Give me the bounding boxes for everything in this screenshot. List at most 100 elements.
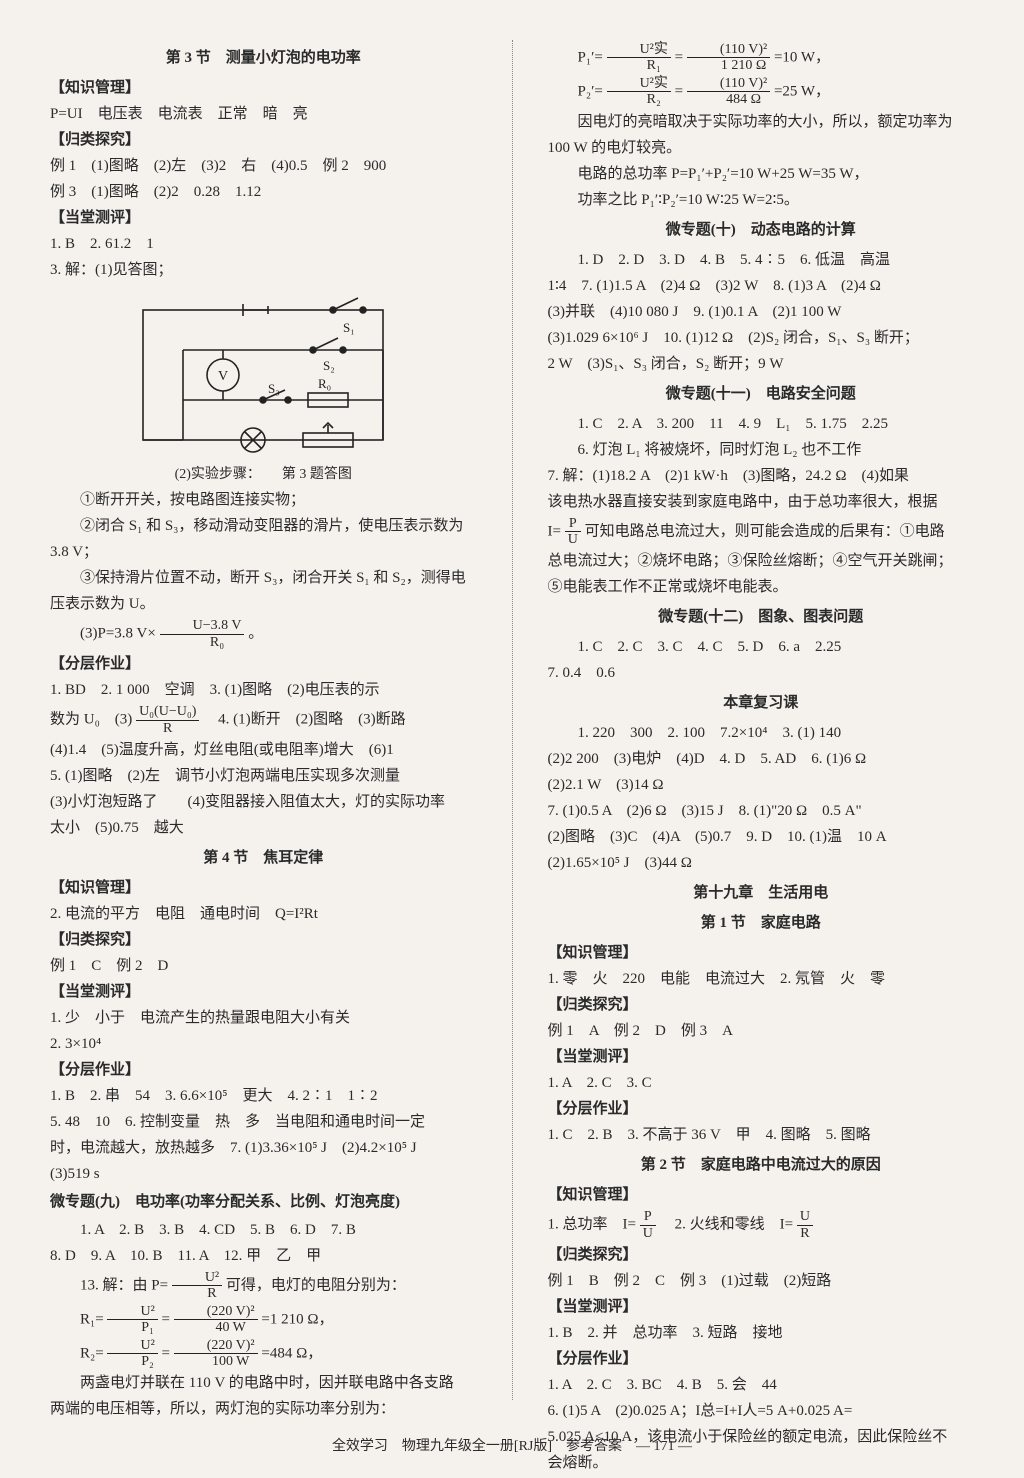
text: (4)1.4 (5)温度升高，灯丝电阻(或电阻率)增大 (6)1 — [50, 738, 477, 762]
text: 可得，电灯的电阻分别为： — [226, 1277, 406, 1293]
svg-text:S₂: S₂ — [323, 358, 335, 373]
denominator: 40 W — [174, 1320, 258, 1335]
wz11-title: 微专题(十一) 电路安全问题 — [548, 382, 975, 406]
text: 1. D 2. D 3. D 4. B 5. 4∶5 6. 低温 高温 — [548, 248, 975, 272]
text: 5. (1)图略 (2)左 调节小灯泡两端电压实现多次测量 — [50, 764, 477, 788]
text: 13. 解：由 P= — [80, 1277, 168, 1293]
text: 两盏电灯并联在 110 V 的电路中时，因并联电路中各支路 — [50, 1371, 477, 1395]
text: 8. D 9. A 10. B 11. A 12. 甲 乙 甲 — [50, 1244, 477, 1268]
text: 3. 解：(1)见答图； — [50, 258, 477, 282]
wz12-title: 微专题(十二) 图象、图表问题 — [548, 605, 975, 629]
numerator: U²实 — [607, 76, 671, 92]
text: 该电热水器直接安装到家庭电路中，由于总功率很大，根据 — [548, 490, 975, 514]
heading-fc: 【分层作业】 — [50, 652, 477, 676]
denominator: 484 Ω — [687, 92, 770, 107]
text: 4. (1)断开 (2)图略 (3)断路 — [203, 712, 405, 728]
text: 例 3 (1)图略 (2)2 0.28 1.12 — [50, 180, 477, 204]
text: (2)2.1 W (3)14 Ω — [548, 773, 975, 797]
wz9-title: 微专题(九) 电功率(功率分配关系、比例、灯泡亮度) — [50, 1190, 477, 1214]
text: 太小 (5)0.75 越大 — [50, 816, 477, 840]
svg-text:S₁: S₁ — [343, 320, 355, 335]
fraction: PU — [565, 516, 581, 548]
text: 例 1 B 例 2 C 例 3 (1)过载 (2)短路 — [548, 1269, 975, 1293]
column-divider — [512, 40, 513, 1400]
circuit-diagram: S₁ S₂ V S₃ R₀ — [123, 290, 403, 460]
denominator: R — [172, 1286, 222, 1301]
page-columns: 第 3 节 测量小灯泡的电功率 【知识管理】 P=UI 电压表 电流表 正常 暗… — [50, 40, 974, 1400]
text: 6. (1)5 A (2)0.025 A；I总=I+I人=5 A+0.025 A… — [548, 1399, 975, 1423]
fraction: (110 V)²1 210 Ω — [687, 42, 770, 74]
denominator: U — [565, 532, 581, 547]
denominator: R₀ — [160, 635, 245, 650]
text: (3)1.029 6×10⁶ J 10. (1)12 Ω (2)S₂ 闭合，S₁… — [548, 326, 975, 350]
text: 1. 总功率 I= — [548, 1217, 636, 1233]
text: P=UI 电压表 电流表 正常 暗 亮 — [50, 102, 477, 126]
text: 7. 0.4 0.6 — [548, 661, 975, 685]
text: 1. A 2. C 3. C — [548, 1071, 975, 1095]
numerator: (220 V)² — [174, 1338, 258, 1354]
text: 1∶4 7. (1)1.5 A (2)4 Ω (3)2 W 8. (1)3 A … — [548, 274, 975, 298]
formula-line: 13. 解：由 P= U²R 可得，电灯的电阻分别为： — [50, 1270, 477, 1302]
svg-text:R₀: R₀ — [318, 376, 331, 391]
numerator: U — [797, 1209, 813, 1225]
text: 7. 解：(1)18.2 A (2)1 kW·h (3)图略，24.2 Ω (4… — [548, 464, 975, 488]
formula-line: R₁= U²P₁ = (220 V)²40 W =1 210 Ω， — [50, 1304, 477, 1336]
heading-fc: 【分层作业】 — [548, 1347, 975, 1371]
text: 例 1 A 例 2 D 例 3 A — [548, 1019, 975, 1043]
text: 2. 火线和零线 I= — [660, 1217, 793, 1233]
text: 1. 220 300 2. 100 7.2×10⁴ 3. (1) 140 — [548, 721, 975, 745]
heading-fc: 【分层作业】 — [548, 1097, 975, 1121]
fraction: PU — [640, 1209, 656, 1241]
text: I= — [548, 523, 561, 539]
numerator: (220 V)² — [174, 1304, 258, 1320]
numerator: (110 V)² — [687, 42, 770, 58]
text: 压表示数为 U。 — [50, 592, 477, 616]
wz10-title: 微专题(十) 动态电路的计算 — [548, 218, 975, 242]
heading-km: 【知识管理】 — [548, 1183, 975, 1207]
denominator: P₂ — [107, 1354, 157, 1369]
fraction: U₀(U−U₀)R — [136, 704, 199, 736]
text: (3)519 s — [50, 1162, 477, 1186]
text: 电路的总功率 P=P₁′+P₂′=10 W+25 W=35 W， — [548, 162, 975, 186]
heading-gl: 【归类探究】 — [548, 1243, 975, 1267]
denominator: R — [136, 721, 199, 736]
heading-gl: 【归类探究】 — [50, 928, 477, 952]
formula-line: P₂′= U²实R₂ = (110 V)²484 Ω =25 W， — [548, 76, 975, 108]
denominator: P₁ — [107, 1320, 157, 1335]
circuit-caption: (2)实验步骤： 第 3 题答图 — [50, 464, 477, 486]
text: 例 1 (1)图略 (2)左 (3)2 右 (4)0.5 例 2 900 — [50, 154, 477, 178]
text: 1. A 2. C 3. BC 4. B 5. 会 44 — [548, 1373, 975, 1397]
text: =484 Ω， — [261, 1345, 322, 1361]
fraction: U²P₂ — [107, 1338, 157, 1370]
fraction: (220 V)²100 W — [174, 1338, 258, 1370]
fraction: U−3.8 VR₀ — [160, 618, 245, 650]
text: 1. B 2. 并 总功率 3. 短路 接地 — [548, 1321, 975, 1345]
fraction: U²实R₂ — [607, 76, 671, 108]
text: 因电灯的亮暗取决于实际功率的大小，所以，额定功率为 — [548, 110, 975, 134]
s1-title: 第 1 节 家庭电路 — [548, 911, 975, 935]
denominator: R₂ — [607, 92, 671, 107]
text: 1. 少 小于 电流产生的热量跟电阻大小有关 — [50, 1006, 477, 1030]
text: 1. BD 2. 1 000 空调 3. (1)图略 (2)电压表的示 — [50, 678, 477, 702]
fraction: (110 V)²484 Ω — [687, 76, 770, 108]
text: (3)小灯泡短路了 (4)变阻器接入阻值太大，灯的实际功率 — [50, 790, 477, 814]
heading-dc: 【当堂测评】 — [548, 1045, 975, 1069]
denominator: 100 W — [174, 1354, 258, 1369]
text: 7. (1)0.5 A (2)6 Ω (3)15 J 8. (1)"20 Ω 0… — [548, 799, 975, 823]
text: 1. C 2. C 3. C 4. C 5. D 6. a 2.25 — [548, 635, 975, 659]
text: 1. C 2. A 3. 200 11 4. 9 L₁ 5. 1.75 2.25 — [548, 412, 975, 436]
heading-km: 【知识管理】 — [548, 941, 975, 965]
denominator: R — [797, 1226, 813, 1241]
svg-text:V: V — [218, 369, 228, 384]
fxk-title: 本章复习课 — [548, 691, 975, 715]
text: R₁= — [80, 1311, 104, 1327]
section-3-title: 第 3 节 测量小灯泡的电功率 — [50, 46, 477, 70]
text: 时，电流越大，放热越多 7. (1)3.36×10⁵ J (2)4.2×10⁵ … — [50, 1136, 477, 1160]
numerator: U² — [172, 1270, 222, 1286]
text: 功率之比 P₁′∶P₂′=10 W∶25 W=2∶5。 — [548, 188, 975, 212]
text: 100 W 的电灯较亮。 — [548, 136, 975, 160]
right-column: P₁′= U²实R₁ = (110 V)²1 210 Ω =10 W， P₂′=… — [548, 40, 975, 1400]
fraction: U²R — [172, 1270, 222, 1302]
formula-line: 1. 总功率 I= PU 2. 火线和零线 I= UR — [548, 1209, 975, 1241]
formula-line: P₁′= U²实R₁ = (110 V)²1 210 Ω =10 W， — [548, 42, 975, 74]
